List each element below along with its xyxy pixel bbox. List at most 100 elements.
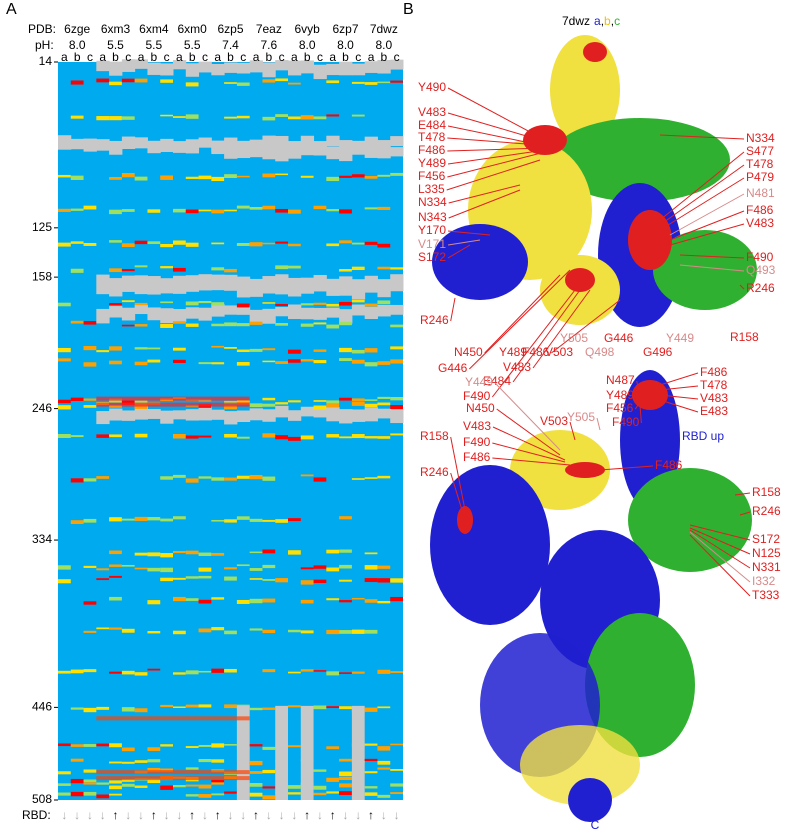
leader-line: [639, 404, 642, 424]
residue-label: F486: [463, 450, 491, 464]
cell: [83, 478, 97, 482]
residue-label: S172: [418, 250, 446, 264]
cell: [249, 578, 263, 580]
cell: [326, 629, 340, 635]
cell: [70, 744, 84, 747]
pdb-id: 7eaz: [256, 22, 282, 36]
gap: [173, 60, 187, 70]
cell: [109, 743, 122, 748]
cell: [262, 397, 276, 401]
cell: [134, 404, 148, 409]
gap: [326, 146, 340, 160]
rbd-arrow: ↓: [100, 808, 106, 822]
cell: [121, 778, 135, 782]
gap: [262, 409, 276, 422]
gap: [236, 62, 251, 74]
cell: [173, 321, 186, 324]
gap: [377, 140, 391, 150]
cell: [198, 476, 212, 479]
leader-line: [659, 164, 745, 226]
cell: [160, 567, 173, 573]
residue-label: N331: [752, 560, 781, 574]
cell: [364, 399, 378, 401]
gap: [288, 410, 302, 421]
leader-line: [689, 524, 751, 541]
cell: [390, 792, 403, 795]
cell: [96, 78, 110, 83]
cell: [377, 243, 391, 248]
cell: [121, 243, 135, 248]
cell: [300, 580, 314, 585]
y-tick-label: 246: [32, 401, 52, 415]
gap: [288, 141, 302, 151]
cell: [198, 599, 212, 604]
cell: [70, 397, 84, 402]
cell: [224, 630, 237, 635]
cell: [339, 436, 352, 439]
gap: [96, 274, 110, 295]
gap: [390, 59, 404, 70]
residue-label: F486: [700, 365, 728, 379]
chain-label: a: [329, 50, 336, 64]
cell: [96, 794, 110, 799]
cell: [147, 747, 161, 751]
cell: [262, 769, 276, 774]
pdb-id: 6xm0: [177, 22, 207, 36]
chain-label: a: [138, 50, 145, 64]
cell: [364, 565, 378, 570]
cell: [109, 596, 122, 601]
cell: [211, 209, 225, 214]
cell: [83, 205, 97, 210]
cell: [288, 400, 301, 403]
cell: [83, 242, 97, 246]
gap: [173, 410, 187, 420]
cell: [339, 209, 352, 214]
gap: [173, 275, 187, 294]
cell: [326, 746, 340, 750]
residue-label: R246: [746, 281, 775, 295]
cell: [96, 770, 250, 775]
title-part: 7dwz: [562, 14, 590, 28]
cell: [211, 552, 225, 556]
leader-line: [659, 385, 699, 391]
cell: [70, 758, 84, 762]
cell: [262, 598, 276, 603]
rbd-arrow: ↓: [317, 808, 323, 822]
cell: [288, 209, 301, 214]
rbd-arrow: ↑: [368, 808, 374, 822]
gap: [147, 62, 161, 75]
leader-line: [669, 193, 745, 236]
chain-label: a: [176, 50, 183, 64]
rbd-arrow: ↓: [394, 808, 400, 822]
cell: [262, 302, 276, 304]
cell: [275, 435, 288, 440]
gap: [326, 63, 340, 76]
cell: [313, 565, 327, 569]
cell: [275, 402, 288, 405]
cell: [249, 707, 263, 711]
cell: [109, 268, 122, 273]
gap: [211, 274, 225, 291]
cell: [70, 791, 84, 797]
cell: [300, 323, 314, 327]
cell: [96, 350, 110, 353]
gap: [326, 407, 340, 422]
rbd-arrow: ↓: [240, 808, 246, 822]
cell: [288, 116, 301, 120]
gap: [224, 62, 238, 73]
residue-label: F490: [612, 415, 640, 429]
gap: [313, 64, 327, 80]
cell: [300, 599, 314, 604]
cell: [185, 670, 199, 675]
residue-label: N343: [418, 210, 447, 224]
gap: [364, 407, 378, 422]
cell: [339, 791, 352, 795]
cell: [377, 475, 391, 479]
cell: [339, 776, 352, 781]
chain-label: c: [394, 50, 400, 64]
panel-label: B: [403, 1, 414, 18]
residue-label: N487: [606, 373, 635, 387]
gap: [313, 274, 327, 292]
cell: [339, 564, 352, 569]
cell: [249, 348, 263, 352]
